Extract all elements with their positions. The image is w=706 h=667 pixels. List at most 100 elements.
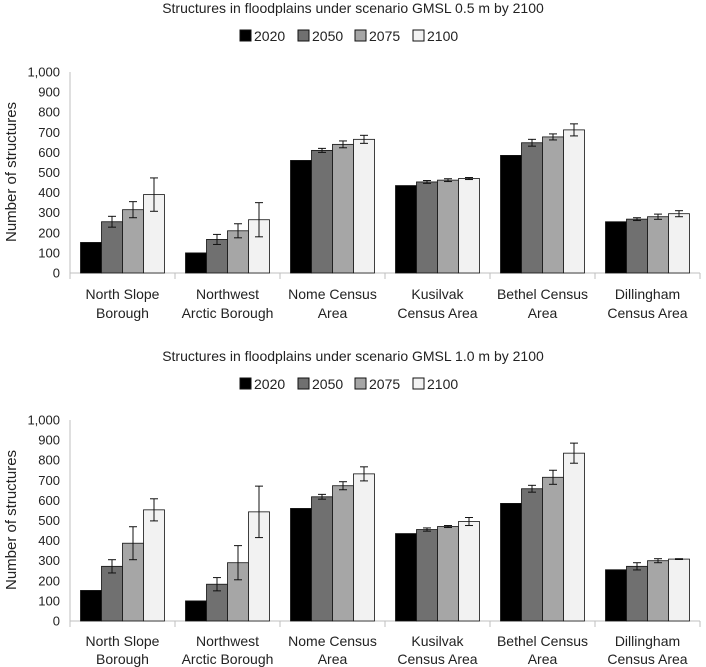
error-bar-2050 [528,138,536,147]
y-tick-label: 500 [38,165,60,180]
x-category-label: North Slope [86,286,160,302]
bar-2100 [458,178,480,274]
bar-2075 [647,560,669,622]
bar-2050 [311,496,333,622]
error-bar-2100 [675,558,683,560]
error-bar-2100 [465,177,473,181]
legend-label-2020: 2020 [254,28,285,44]
x-category-label: Northwest [196,286,259,302]
bar-2050 [626,565,648,622]
bar-2075 [332,143,354,274]
legend-swatch-2100 [412,377,425,390]
error-bar-2075 [339,481,347,491]
x-category-label: Census Area [397,651,477,667]
y-tick-label: 100 [38,245,60,260]
x-category-label: Bethel Census [497,633,588,649]
bar-2075 [542,476,564,622]
bar-2020 [500,503,522,622]
x-category-label: Borough [96,305,149,321]
bar-2050 [311,149,333,274]
x-category-label: Area [528,651,558,667]
bar-2100 [458,521,480,622]
legend-swatch-2050 [297,377,310,390]
x-category-label: Bethel Census [497,286,588,302]
x-category-label: Census Area [607,651,687,667]
y-tick-label: 600 [38,493,60,508]
y-tick-label: 300 [38,205,60,220]
error-bar-2075 [444,178,452,183]
y-tick-label: 400 [38,533,60,548]
y-axis-label: Number of structures [3,450,20,590]
bar-2050 [521,488,543,622]
legend-label-2075: 2075 [369,28,400,44]
y-tick-label: 600 [38,145,60,160]
y-tick-label: 700 [38,125,60,140]
x-category-label: Area [318,305,348,321]
bar-2020 [605,569,627,622]
error-bar-2050 [423,180,431,184]
y-tick-label: 0 [53,266,60,281]
error-bar-2075 [444,525,452,529]
error-bar-2050 [318,493,326,500]
error-bar-2050 [633,217,641,222]
bar-2020 [395,185,417,274]
legend-label-2100: 2100 [427,376,458,392]
error-bar-2075 [654,213,662,220]
error-bar-2100 [570,123,578,137]
x-category-label: Dillingham [615,633,680,649]
bar-2075 [437,526,459,622]
error-bar-2100 [360,466,368,482]
x-category-label: North Slope [86,633,160,649]
y-tick-label: 400 [38,185,60,200]
bar-2020 [185,600,207,622]
y-tick-label: 500 [38,513,60,528]
error-bar-2075 [654,558,662,564]
chart-title: Structures in floodplains under scenario… [162,348,544,364]
error-bar-2100 [150,498,158,522]
y-tick-label: 900 [38,433,60,448]
bar-2020 [290,160,312,274]
legend-label-2020: 2020 [254,376,285,392]
x-category-label: Kusilvak [411,286,464,302]
error-bar-2075 [234,223,242,239]
legend-swatch-2050 [297,29,310,42]
bar-2020 [500,155,522,274]
x-category-label: Area [528,305,558,321]
x-category-label: Northwest [196,633,259,649]
y-tick-label: 900 [38,85,60,100]
error-bar-2050 [423,527,431,532]
legend-swatch-2100 [412,29,425,42]
error-bar-2100 [360,134,368,144]
error-bar-2075 [549,469,557,485]
y-tick-label: 1,000 [27,65,60,80]
bar-2020 [605,221,627,274]
bar-2020 [395,533,417,622]
bar-2100 [353,138,375,274]
bar-2075 [332,485,354,622]
legend-label-2050: 2050 [312,376,343,392]
legend-swatch-2075 [354,29,367,42]
y-axis-label: Number of structures [3,102,20,242]
bar-2100 [353,473,375,622]
y-tick-label: 1,000 [27,413,60,428]
bar-2050 [521,142,543,274]
bar-2050 [101,221,123,274]
x-category-label: Dillingham [615,286,680,302]
legend-swatch-2075 [354,377,367,390]
error-bar-2100 [150,177,158,212]
x-category-label: Nome Census [288,286,377,302]
bar-2100 [563,452,585,622]
y-tick-label: 100 [38,593,60,608]
error-bar-2100 [570,442,578,464]
error-bar-2050 [108,559,116,574]
legend-swatch-2020 [239,29,252,42]
error-bar-2075 [234,545,242,581]
x-category-label: Arctic Borough [182,651,274,667]
bar-2075 [647,216,669,274]
chart-panel-gmsl-1-0: Structures in floodplains under scenario… [3,348,701,667]
error-bar-2050 [528,484,536,493]
error-bar-2075 [549,133,557,141]
chart-title: Structures in floodplains under scenario… [162,0,544,16]
y-tick-label: 300 [38,553,60,568]
